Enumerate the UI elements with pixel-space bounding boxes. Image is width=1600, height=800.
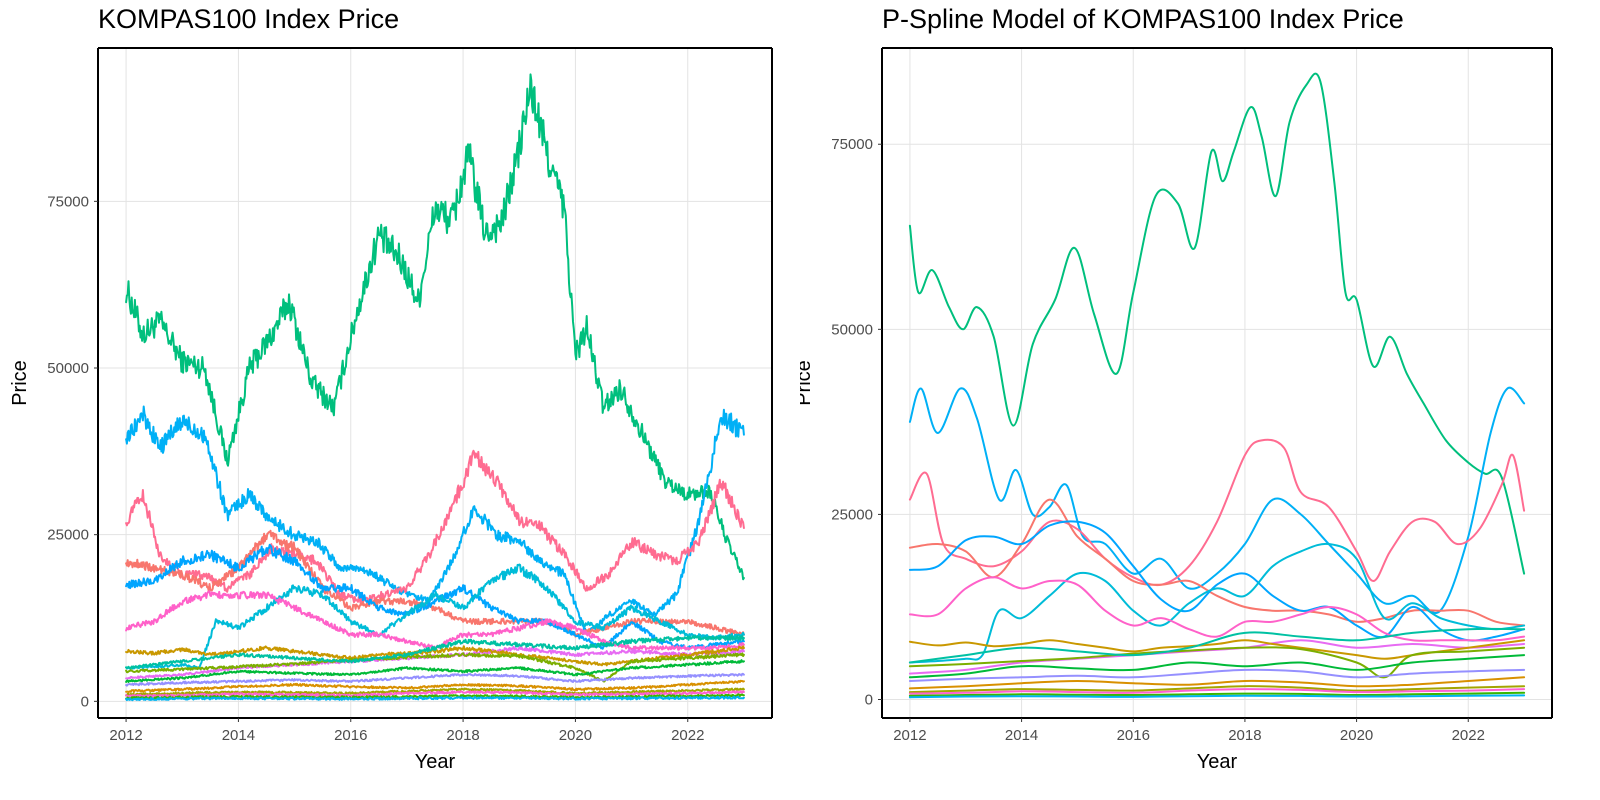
- x-tick-label: 2022: [1452, 727, 1485, 744]
- series-line-13: [125, 679, 745, 694]
- x-tick-label: 2018: [446, 727, 479, 744]
- gridlines: [882, 48, 1552, 718]
- y-tick-label: 25000: [47, 527, 89, 544]
- x-tick-label: 2020: [1340, 727, 1373, 744]
- x-tick-label: 2016: [334, 727, 367, 744]
- series-line-0: [125, 73, 745, 581]
- series-line-10: [125, 659, 745, 683]
- x-tick-label: 2022: [671, 727, 704, 744]
- x-tick-label: 2018: [1228, 727, 1261, 744]
- series-line-1: [125, 405, 745, 636]
- series-line-5: [908, 542, 1526, 664]
- x-tick-label: 2016: [1117, 727, 1150, 744]
- x-tick-label: 2020: [559, 727, 592, 744]
- series-line-5: [125, 563, 745, 670]
- series-line-17: [908, 694, 1526, 699]
- y-axis-title: Price: [800, 360, 815, 406]
- series-line-2: [125, 449, 745, 605]
- gridlines: [98, 48, 772, 718]
- series-line-3: [908, 498, 1526, 627]
- y-tick-label: 75000: [831, 136, 873, 153]
- series-line-17: [125, 695, 745, 702]
- series-line-12: [125, 672, 745, 687]
- chart-title: KOMPAS100 Index Price: [98, 4, 400, 34]
- chart-plot-raw: 2012 2014 2016 2018 2020 2022 0 25000 50000 75000…: [9, 47, 773, 773]
- y-tick-label: 75000: [47, 193, 89, 210]
- y-tick-label: 0: [865, 691, 873, 708]
- series-line-13: [908, 676, 1526, 690]
- series-line-11: [125, 634, 745, 670]
- series-group: [125, 73, 745, 702]
- series-line-14: [125, 687, 745, 697]
- series-line-4: [908, 520, 1526, 642]
- series-line-10: [908, 654, 1526, 679]
- y-axis-title: Price: [9, 360, 31, 406]
- series-group: [908, 72, 1526, 699]
- series-line-1: [908, 386, 1526, 614]
- x-tick-label: 2014: [222, 727, 255, 744]
- y-tick-label: 0: [81, 693, 89, 710]
- series-line-3: [125, 529, 745, 638]
- series-line-15: [125, 690, 745, 698]
- y-tick-label: 50000: [831, 321, 873, 338]
- series-line-14: [908, 685, 1526, 694]
- series-line-11: [908, 627, 1526, 664]
- y-tick-label: 25000: [831, 506, 873, 523]
- chart-plot-pspline: 2012 2014 2016 2018 2020 2022 0 25000 50000 75000…: [800, 47, 1553, 773]
- x-tick-label: 2012: [109, 727, 142, 744]
- series-line-0: [908, 72, 1526, 575]
- chart-pspline-model: P-Spline Model of KOMPAS100 Index Price …: [800, 0, 1600, 800]
- chart-raw-prices: KOMPAS100 Index Price 2012 2014 2016 2018 20…: [9, 4, 773, 773]
- series-line-15: [908, 688, 1526, 695]
- series-line-9: [908, 646, 1526, 679]
- x-tick-label: 2014: [1005, 727, 1038, 744]
- x-axis-title: Year: [415, 751, 456, 773]
- series-line-16: [908, 691, 1526, 697]
- series-line-2: [908, 438, 1526, 587]
- x-axis-title: Year: [1197, 751, 1238, 773]
- series-line-6: [908, 576, 1526, 642]
- series-line-9: [125, 652, 745, 683]
- y-tick-label: 50000: [47, 360, 89, 377]
- series-line-12: [908, 668, 1526, 682]
- chart-title: P-Spline Model of KOMPAS100 Index Price: [882, 4, 1404, 34]
- x-tick-label: 2012: [893, 727, 926, 744]
- series-line-4: [125, 543, 745, 651]
